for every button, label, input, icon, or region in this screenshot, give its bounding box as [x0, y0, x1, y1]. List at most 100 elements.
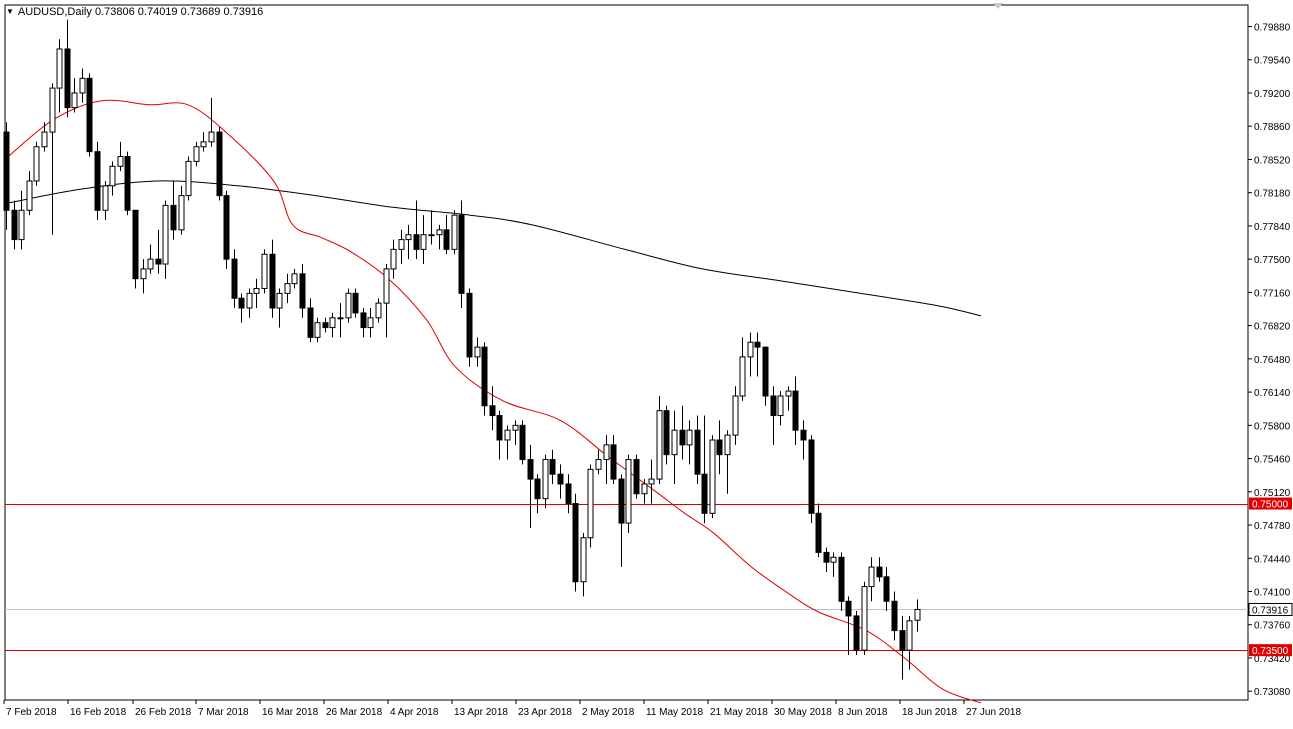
- y-tick-label: 0.78180: [1254, 189, 1291, 200]
- candle: [868, 557, 875, 602]
- candle-body-bull: [178, 195, 185, 231]
- candle: [109, 161, 116, 196]
- candle: [193, 141, 200, 167]
- candle: [299, 264, 306, 318]
- candle: [26, 171, 33, 216]
- candle: [436, 224, 443, 250]
- x-tick-label: 11 May 2018: [646, 707, 704, 718]
- candle: [86, 73, 93, 157]
- candle-body-bull: [109, 165, 116, 187]
- candle-body-bull: [603, 444, 610, 461]
- candle: [914, 599, 921, 632]
- candle: [808, 435, 815, 524]
- candle: [899, 615, 906, 680]
- candle-body-bear: [845, 600, 852, 617]
- candle-body-bull: [208, 131, 215, 143]
- candle-body-bear: [838, 556, 845, 602]
- candle: [481, 342, 488, 416]
- candle: [671, 410, 678, 484]
- y-tick-label: 0.73420: [1254, 654, 1291, 665]
- candle: [261, 249, 268, 294]
- candle: [428, 210, 435, 245]
- candle: [117, 141, 124, 172]
- x-tick-label: 21 May 2018: [710, 707, 768, 718]
- x-tick-label: 18 Jun 2018: [902, 707, 957, 718]
- shift-marker-icon[interactable]: [993, 3, 1003, 9]
- y-tick-label: 0.77160: [1254, 288, 1291, 299]
- candle-body-bear: [800, 429, 807, 441]
- candle: [694, 415, 701, 484]
- candle-body-bull: [246, 292, 253, 309]
- candle: [792, 376, 799, 445]
- candle-body-bull: [117, 156, 124, 167]
- candle: [830, 552, 837, 577]
- time-axis[interactable]: 7 Feb 2018 16 Feb 2018 26 Feb 2018 7 Mar 20…: [3, 700, 1021, 718]
- candle-body-bull: [580, 537, 587, 583]
- candle-body-bull: [732, 395, 739, 436]
- candle-body-bear: [132, 209, 139, 280]
- y-tick-label: 0.74100: [1254, 587, 1291, 598]
- y-tick-label: 0.76480: [1254, 355, 1291, 366]
- candle: [246, 288, 253, 318]
- x-tick-label: 26 Mar 2018: [326, 707, 383, 718]
- candle-body-bear: [352, 292, 359, 314]
- candle-body-bear: [216, 131, 223, 197]
- candle-body-bear: [307, 307, 314, 338]
- candle: [747, 332, 754, 377]
- candle: [906, 615, 913, 670]
- candle-body-bull: [140, 268, 147, 280]
- candle: [648, 459, 655, 504]
- candle-body-bear: [754, 341, 761, 348]
- candle-body-bear: [86, 77, 93, 153]
- candle-body-bull: [162, 204, 169, 265]
- candle: [603, 435, 610, 484]
- candle-body-bull: [200, 141, 207, 148]
- y-tick-label: 0.79540: [1254, 56, 1291, 67]
- candle: [102, 180, 109, 221]
- candle: [132, 209, 139, 289]
- candle-body-bull: [906, 620, 913, 651]
- y-tick-label: 0.74780: [1254, 521, 1291, 532]
- y-tick-label: 0.75800: [1254, 421, 1291, 432]
- candle-body-bull: [276, 292, 283, 309]
- y-tick-label: 0.76140: [1254, 388, 1291, 399]
- candle: [314, 317, 321, 343]
- candle: [405, 224, 412, 260]
- candle-body-bear: [3, 131, 10, 211]
- current-price-label: 0.73916: [1252, 605, 1289, 616]
- candle: [686, 420, 693, 465]
- candle-body-bull: [329, 317, 336, 329]
- candle-body-bear: [853, 615, 860, 651]
- candle-body-bull: [671, 429, 678, 456]
- candle-body-bull: [71, 92, 78, 109]
- candle: [679, 405, 686, 460]
- candle-body-bear: [413, 234, 420, 250]
- candle: [18, 190, 25, 250]
- candle-body-bull: [102, 185, 109, 211]
- candle-body-bull: [420, 234, 427, 250]
- candle-body-bull: [375, 302, 382, 319]
- candle-body-bull: [314, 322, 321, 338]
- candle: [762, 346, 769, 406]
- candle-body-bull: [474, 346, 481, 358]
- candle-body-bull: [785, 390, 792, 397]
- candle: [504, 425, 511, 460]
- candle-body-bull: [49, 87, 56, 133]
- level-price-label: 0.73500: [1252, 646, 1289, 657]
- candle: [41, 122, 48, 152]
- y-tick-label: 0.75460: [1254, 455, 1291, 466]
- candle: [231, 249, 238, 309]
- candle: [413, 200, 420, 260]
- candle-body-bear: [466, 292, 473, 358]
- y-tick-label: 0.79200: [1254, 89, 1291, 100]
- candle: [732, 386, 739, 445]
- candle-body-bear: [11, 209, 18, 241]
- dropdown-triangle-icon[interactable]: ▼: [6, 7, 14, 16]
- candle: [861, 581, 868, 656]
- y-tick-label: 0.74440: [1254, 554, 1291, 565]
- candle-body-bull: [648, 478, 655, 485]
- x-tick-label: 8 Jun 2018: [838, 707, 888, 718]
- price-axis[interactable]: 0.79880 0.79540 0.79200 0.78860 0.78520 0.781…: [1248, 23, 1293, 699]
